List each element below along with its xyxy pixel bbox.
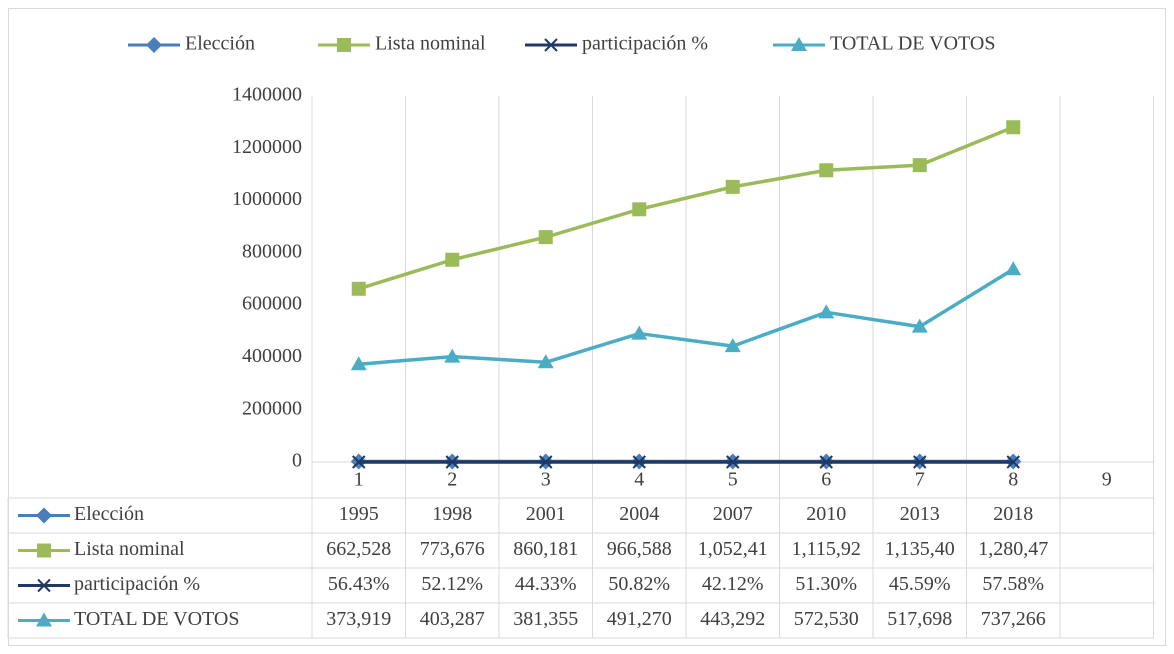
data-point [350,356,367,371]
table-cell: 773,676 [420,538,485,560]
legend-key-marker [37,543,51,558]
y-tick-label: 1200000 [232,136,302,158]
data-point [726,455,740,469]
table-cell: 737,266 [981,608,1046,630]
table-cell: 51.30% [795,573,857,595]
table-cell: 2004 [619,503,659,525]
x-tick-label: 3 [541,469,551,491]
data-point [538,230,553,245]
table-cell: 52.12% [421,573,483,595]
x-tick-label: 2 [447,469,457,491]
data-point [539,455,553,469]
y-tick-label: 800000 [242,240,302,262]
data-point [912,158,927,173]
x-tick-label: 7 [915,469,925,491]
data-point [1005,261,1022,276]
legend-key-marker [37,578,51,593]
x-tick-label: 1 [354,469,364,491]
data-point [632,455,646,469]
data-point [1006,455,1020,469]
legend-key-marker [544,38,558,52]
chart-border [8,8,1166,646]
legend-label: participación % [582,33,708,55]
table-cell: 44.33% [515,573,577,595]
data-point [445,252,460,267]
data-point [351,281,366,296]
table-cell: 403,287 [420,608,485,630]
y-tick-label: 400000 [242,345,302,367]
y-tick-label: 0 [292,450,302,472]
table-cell: 42.12% [702,573,764,595]
series-line [358,267,1015,366]
x-tick-label: 5 [728,469,738,491]
table-cell: 1,052,41 [698,538,768,560]
data-point [632,202,647,217]
legend-key-marker [791,37,807,51]
table-cell: 45.59% [889,573,951,595]
data-point [724,338,741,353]
x-tick-label: 9 [1102,469,1112,491]
table-cell: 443,292 [700,608,765,630]
table-row-label: Lista nominal [74,538,185,560]
legend-key-marker [36,507,52,524]
y-tick-label: 600000 [242,293,302,315]
table-cell: 517,698 [887,608,952,630]
data-point [819,163,834,178]
y-tick-label: 200000 [242,397,302,419]
table-row-label: participación % [74,573,200,595]
table-cell: 662,528 [326,538,391,560]
data-point [444,348,461,363]
table-cell: 56.43% [328,573,390,595]
x-tick-label: 8 [1008,469,1018,491]
table-cell: 57.58% [982,573,1044,595]
data-point [725,179,740,194]
legend-label: Elección [185,33,255,55]
table-cell: 1,115,92 [792,538,861,560]
legend-key-marker [337,38,351,52]
table-cell: 1,280,47 [978,538,1048,560]
table-cell: 2013 [900,503,940,525]
x-tick-label: 4 [634,469,644,491]
data-point [818,304,835,319]
x-tick-label: 6 [821,469,831,491]
table-cell: 966,588 [607,538,672,560]
series-line [358,125,1014,291]
y-tick-label: 1000000 [232,188,302,210]
data-point [911,318,928,333]
data-point [537,354,554,369]
legend-key-marker [146,37,162,53]
table-row-label: TOTAL DE VOTOS [74,608,239,630]
table-cell: 1995 [339,503,379,525]
data-point [819,455,833,469]
table-cell: 2007 [713,503,753,525]
legend-key-marker [36,612,52,627]
data-point [631,325,648,340]
data-point [445,455,459,469]
y-tick-label: 1400000 [232,84,302,106]
table-cell: 860,181 [513,538,578,560]
table-cell: 373,919 [326,608,391,630]
legend-label: TOTAL DE VOTOS [830,33,995,55]
table-cell: 50.82% [608,573,670,595]
legend-label: Lista nominal [375,33,486,55]
table-cell: 381,355 [513,608,578,630]
table-cell: 491,270 [607,608,672,630]
data-point [352,455,366,469]
table-cell: 1998 [432,503,472,525]
data-point [913,455,927,469]
data-point [1006,120,1021,135]
table-cell: 1,135,40 [885,538,955,560]
table-row-label: Elección [74,503,144,525]
table-cell: 2001 [526,503,566,525]
table-cell: 2018 [993,503,1033,525]
table-cell: 572,530 [794,608,859,630]
table-cell: 2010 [806,503,846,525]
